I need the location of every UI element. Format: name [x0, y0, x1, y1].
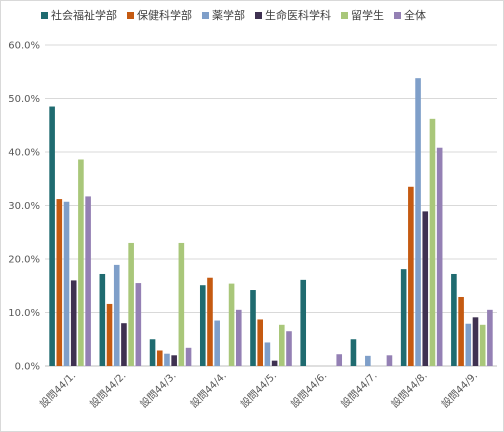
legend-item: 保健科学部 — [127, 8, 192, 22]
bar — [336, 354, 343, 366]
legend-swatch — [202, 12, 209, 19]
bar — [350, 339, 357, 366]
legend-swatch — [41, 12, 48, 19]
bar — [78, 159, 84, 366]
bar — [214, 320, 220, 366]
x-tick-label: 設問44/1. — [37, 369, 78, 410]
bars — [49, 78, 493, 367]
bar — [156, 350, 163, 366]
bar — [207, 277, 213, 366]
bar — [365, 355, 371, 366]
bar — [113, 264, 120, 366]
bar — [199, 285, 206, 366]
gridlines — [45, 44, 497, 367]
bar — [171, 355, 177, 366]
y-tick-label: 0.0% — [15, 362, 40, 373]
bar — [185, 347, 192, 366]
x-axis: 設問44/1. 設問44/2. 設問44/3. 設問44/4. 設問44/5. 設問44/… — [37, 369, 480, 410]
bar — [472, 317, 479, 366]
bar — [451, 273, 457, 366]
bar — [235, 309, 242, 366]
bar — [121, 323, 127, 366]
x-tick-label: 設問44/3. — [137, 369, 178, 410]
bar — [85, 196, 91, 366]
y-tick-label: 50.0% — [8, 94, 40, 105]
bar — [228, 283, 235, 366]
bar — [458, 296, 464, 366]
y-axis: 0.0% 10.0% 20.0% 30.0% 40.0% 50.0% 60.0% — [8, 41, 40, 373]
legend-label: 薬学部 — [212, 8, 245, 22]
bar — [465, 323, 472, 366]
x-tick-label: 設問44/7. — [338, 369, 379, 410]
bar — [487, 309, 493, 366]
bar — [70, 280, 77, 366]
bar — [300, 279, 307, 366]
y-tick-label: 10.0% — [8, 308, 40, 319]
bar — [422, 211, 429, 366]
bar — [400, 269, 407, 366]
bar — [56, 199, 63, 366]
bar — [429, 118, 436, 366]
x-tick-label: 設問44/2. — [87, 369, 128, 410]
y-tick-label: 60.0% — [8, 41, 40, 52]
legend-item: 生命医科学科 — [255, 8, 331, 22]
bar — [106, 303, 113, 366]
legend-item: 薬学部 — [202, 8, 245, 22]
x-tick-label: 設問44/4. — [187, 369, 228, 410]
bar — [408, 186, 414, 366]
x-tick-label: 設問44/6. — [288, 369, 329, 410]
y-tick-label: 30.0% — [8, 201, 40, 212]
legend-swatch — [255, 12, 262, 19]
legend-swatch — [394, 12, 401, 19]
bar — [135, 283, 142, 366]
legend-label: 社会福祉学部 — [51, 8, 117, 22]
legend: 社会福祉学部 保健科学部 薬学部 生命医科学科 留学生 全体 — [41, 8, 426, 22]
legend-label: 生命医科学科 — [265, 8, 331, 22]
legend-label: 全体 — [404, 8, 426, 22]
x-tick-label: 設問44/8. — [388, 369, 429, 410]
y-tick-label: 40.0% — [8, 148, 40, 159]
bar — [479, 324, 486, 366]
bar — [164, 353, 170, 366]
x-tick-label: 設問44/9. — [439, 369, 480, 410]
legend-item: 留学生 — [341, 8, 384, 22]
bar — [250, 290, 256, 366]
bar — [286, 331, 292, 366]
bar — [49, 106, 55, 367]
bar — [257, 319, 263, 366]
bar — [271, 360, 278, 366]
bar — [149, 339, 156, 366]
y-tick-label: 20.0% — [8, 255, 40, 266]
legend-item: 全体 — [394, 8, 426, 22]
bar — [178, 242, 185, 366]
legend-swatch — [127, 12, 134, 19]
x-tick-label: 設問44/5. — [238, 369, 279, 410]
legend-item: 社会福祉学部 — [41, 8, 117, 22]
bar — [279, 324, 285, 366]
bar — [99, 273, 106, 366]
bar — [63, 201, 70, 366]
bar — [415, 78, 421, 367]
bar — [386, 355, 393, 366]
legend-swatch — [341, 12, 348, 19]
bar — [436, 147, 443, 366]
bar — [128, 242, 134, 366]
bar — [264, 342, 271, 366]
legend-label: 留学生 — [351, 8, 384, 22]
legend-label: 保健科学部 — [137, 8, 192, 22]
